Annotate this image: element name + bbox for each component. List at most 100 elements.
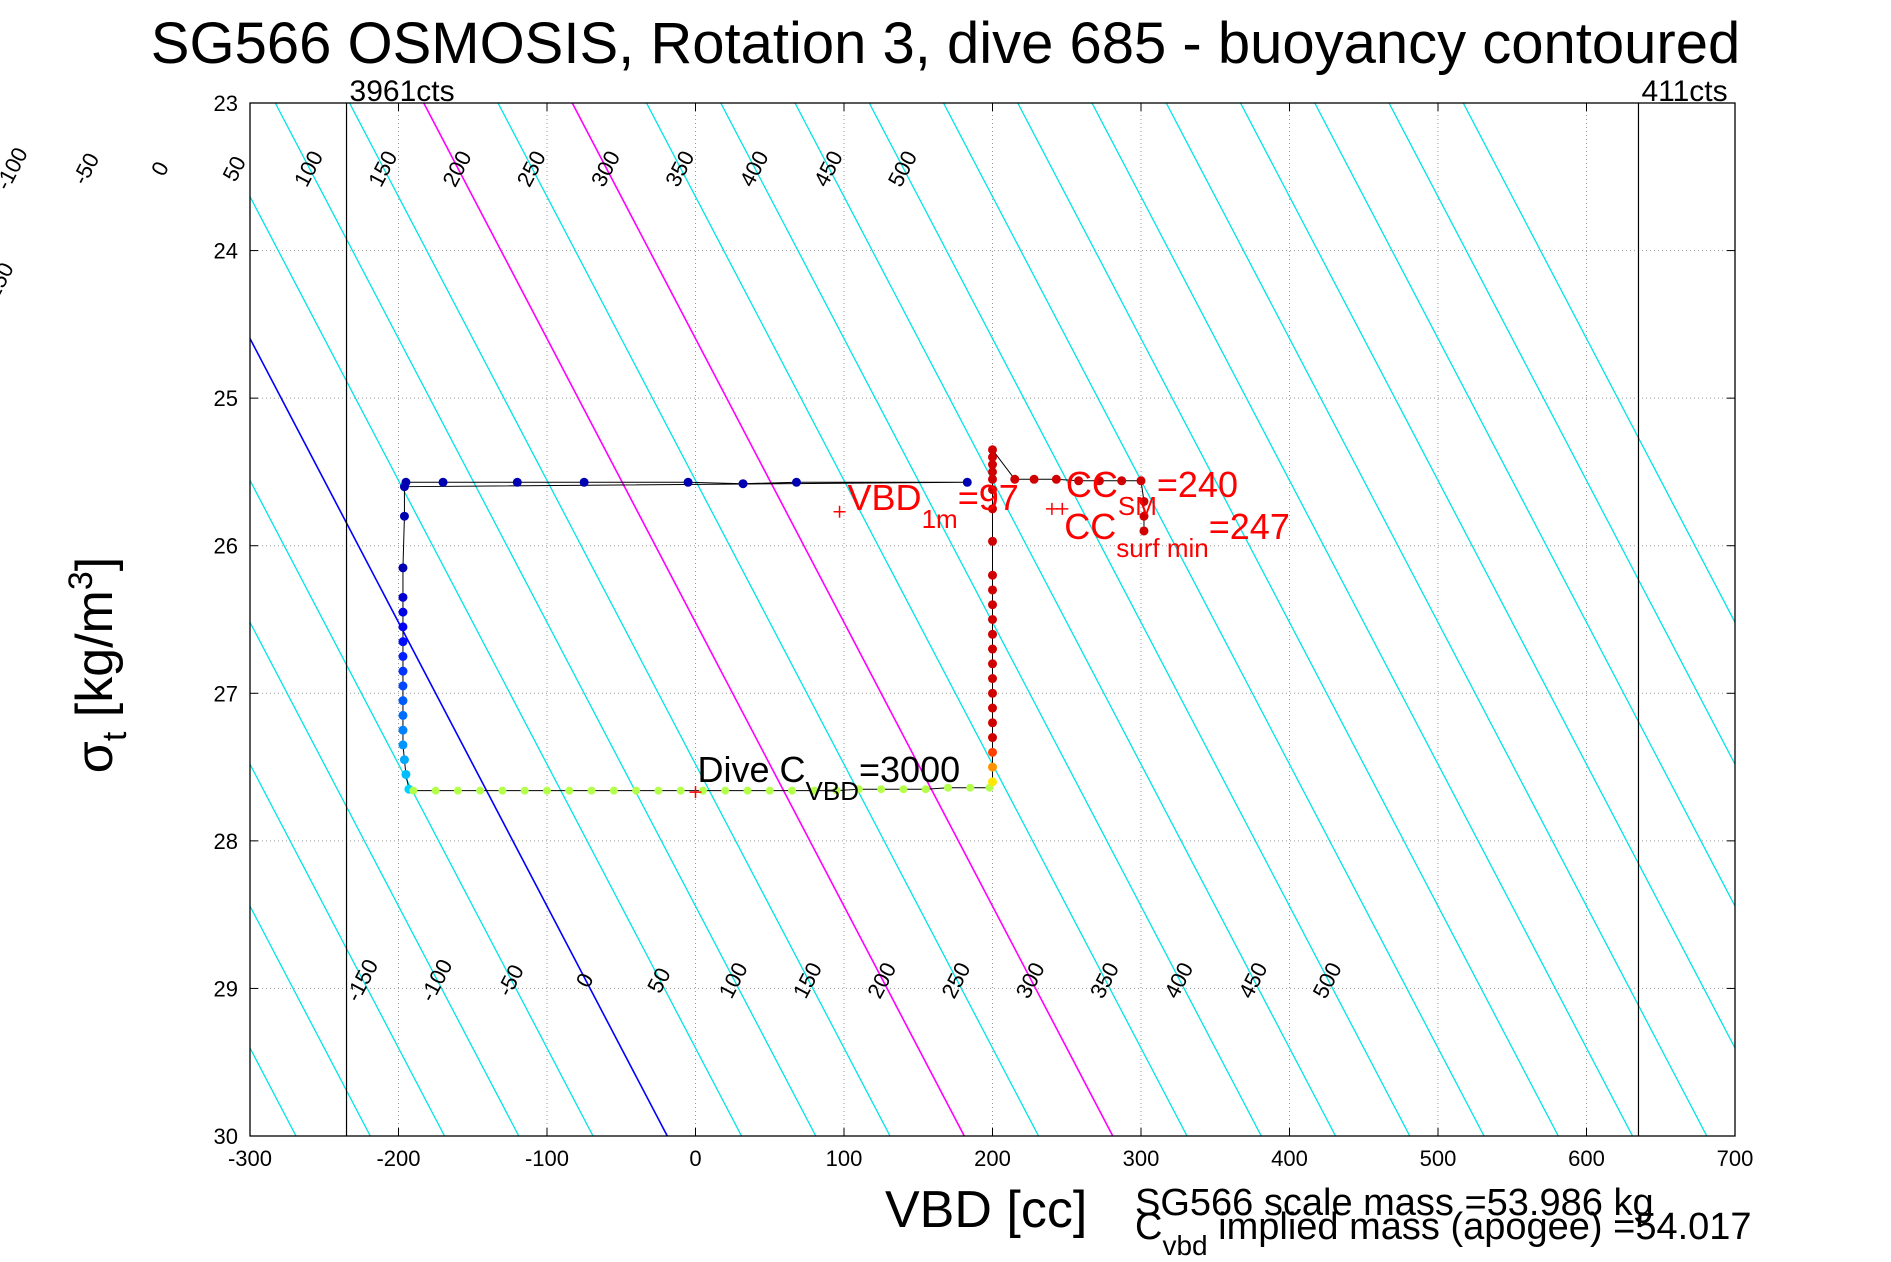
- contour-label: 100: [714, 958, 753, 1002]
- marker-cross: [689, 786, 702, 799]
- trajectory-line: [402, 448, 1145, 792]
- buoyancy-contour: [571, 103, 1114, 1136]
- contour-label: 450: [1233, 958, 1272, 1002]
- x-tick-label: -200: [376, 1146, 420, 1171]
- buoyancy-contour: [250, 479, 594, 1136]
- data-point: [1094, 476, 1104, 486]
- data-point: [579, 477, 589, 487]
- contour-label: 350: [1085, 958, 1124, 1002]
- marker-label-sub: VBD: [806, 776, 859, 806]
- data-point: [565, 786, 574, 795]
- data-point: [988, 600, 997, 610]
- data-point: [609, 786, 618, 795]
- x-tick-label: 500: [1420, 1146, 1457, 1171]
- data-point: [683, 477, 693, 487]
- data-point: [966, 783, 975, 792]
- data-point: [498, 786, 507, 795]
- buoyancy-contour: [423, 103, 965, 1136]
- y-axis-label-unit: [kg/m: [66, 590, 124, 718]
- marker-label-value: =240: [1157, 464, 1238, 505]
- data-point: [962, 477, 972, 487]
- data-point: [988, 570, 997, 580]
- buoyancy-contour: [1462, 103, 1735, 624]
- data-point: [791, 477, 801, 487]
- y-axis-label-symbol: σ: [66, 741, 124, 774]
- data-point: [1074, 476, 1084, 486]
- data-point: [398, 592, 408, 602]
- marker-label-sub: surf min: [1116, 533, 1208, 563]
- data-point: [654, 786, 663, 795]
- data-point: [988, 644, 997, 654]
- implied-mass-prefix: C: [1135, 1206, 1163, 1248]
- marker-label: CCSM=240: [1066, 464, 1238, 521]
- x-tick-label: -100: [525, 1146, 569, 1171]
- contour-label: -50: [67, 149, 104, 189]
- data-point: [1139, 511, 1149, 521]
- data-point: [398, 725, 408, 735]
- contour-label: -50: [492, 960, 529, 1000]
- data-point: [988, 615, 997, 624]
- data-point: [788, 786, 797, 795]
- buoyancy-contour: [348, 103, 891, 1136]
- data-point: [399, 482, 409, 492]
- data-point: [1136, 476, 1146, 486]
- data-point: [988, 536, 997, 546]
- contour-label: 300: [586, 147, 625, 191]
- data-point: [943, 783, 952, 792]
- marker-cross: [1045, 502, 1058, 515]
- marker-label-main: Dive C: [698, 749, 806, 790]
- y-tick-label: 30: [214, 1124, 238, 1149]
- data-point: [398, 681, 408, 691]
- marker-cross: [1056, 502, 1069, 515]
- data-point: [398, 637, 408, 647]
- buoyancy-contour: [1165, 103, 1708, 1136]
- contour-label: 400: [734, 147, 773, 191]
- contour-group: [250, 103, 1735, 1136]
- data-point: [398, 651, 408, 661]
- data-point: [676, 786, 685, 795]
- data-point: [988, 777, 997, 787]
- x-tick-label: 100: [826, 1146, 863, 1171]
- contour-label: 300: [1011, 958, 1050, 1002]
- marker-label-value: =247: [1209, 506, 1290, 547]
- contour-label: 400: [1159, 958, 1198, 1002]
- marker-label: CCsurf min=247: [1064, 506, 1290, 563]
- contour-label: 350: [660, 147, 699, 191]
- data-point: [988, 762, 997, 772]
- buoyancy-contour: [942, 103, 1485, 1136]
- data-point: [721, 786, 730, 795]
- x-tick-label: 600: [1568, 1146, 1605, 1171]
- marker-cross: [833, 505, 846, 518]
- buoyancy-contour: [250, 762, 446, 1136]
- buoyancy-contour: [497, 103, 1040, 1136]
- x-tick-label: 300: [1123, 1146, 1160, 1171]
- buoyancy-contour: [794, 103, 1337, 1136]
- implied-mass-note: Cvbd implied mass (apogee) =54.017: [1135, 1206, 1752, 1261]
- marker-label-value: =3000: [859, 749, 960, 790]
- buoyancy-contour: [1017, 103, 1559, 1136]
- data-point: [399, 755, 409, 765]
- data-point: [988, 474, 997, 484]
- contour-label: 150: [788, 958, 827, 1002]
- contour-label: 250: [512, 147, 551, 191]
- data-point: [1117, 476, 1127, 486]
- contour-label: 150: [363, 147, 402, 191]
- contour-label: 50: [642, 964, 676, 997]
- marker-label-main: CC: [1064, 506, 1116, 547]
- data-point: [1139, 496, 1149, 506]
- data-point: [543, 786, 551, 795]
- marker-label-sub: 1m: [922, 504, 958, 534]
- data-point: [988, 452, 997, 462]
- contour-label: 0: [146, 157, 174, 179]
- data-point: [877, 785, 886, 794]
- marker-label: Dive CVBD=3000: [698, 749, 961, 806]
- implied-mass-rest: implied mass (apogee) =54.017: [1207, 1206, 1752, 1248]
- marker-label: VBD1m=97: [848, 477, 1019, 534]
- y-axis-label: σt [kg/m3]: [62, 557, 134, 774]
- buoyancy-contour: [1091, 103, 1634, 1136]
- data-point: [398, 563, 408, 573]
- contour-label: -150: [0, 258, 19, 309]
- data-point: [1010, 474, 1020, 484]
- data-point: [409, 786, 418, 795]
- buoyancy-contour: [274, 103, 817, 1136]
